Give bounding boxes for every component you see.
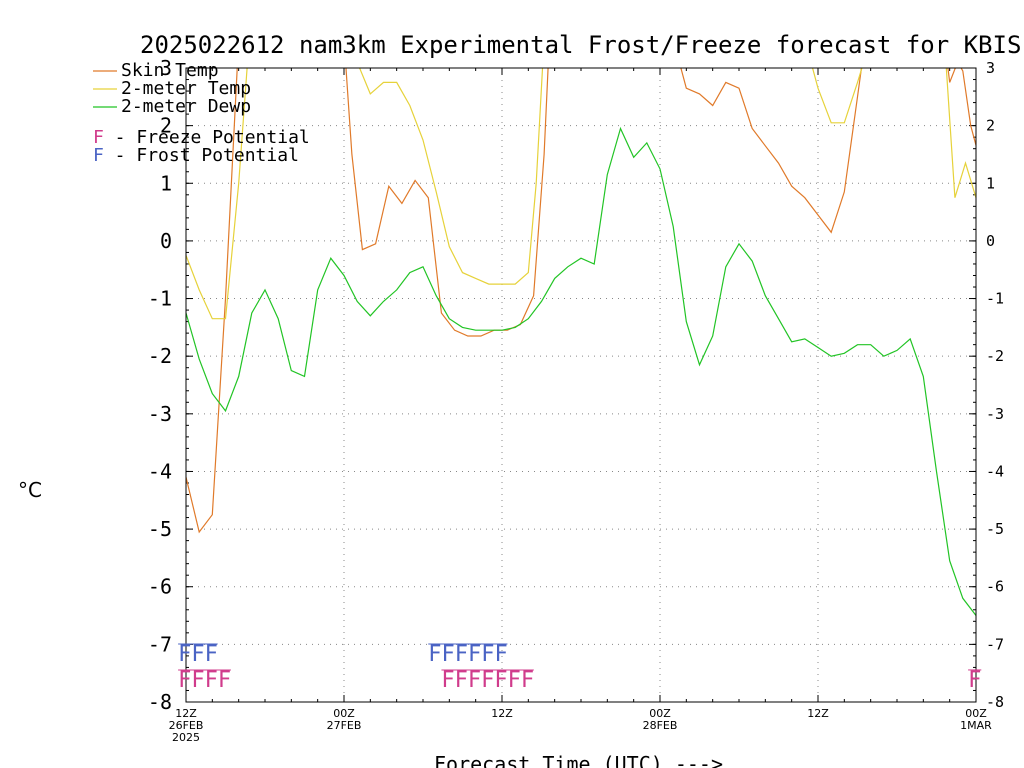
y-tick-label-right: 0	[986, 232, 995, 250]
legend-label-1: Skin Temp	[121, 60, 219, 81]
x-tick-label: 12Z	[491, 707, 513, 720]
series-lines	[186, 68, 976, 616]
series-line-1	[186, 68, 976, 534]
y-tick-label: -1	[148, 287, 172, 311]
y-tick-label-right: -4	[986, 462, 1004, 480]
y-tick-label: 1	[160, 171, 172, 195]
y-tick-label-right: -3	[986, 405, 1004, 423]
y-tick-label-right: -5	[986, 520, 1004, 538]
y-tick-label-right: 1	[986, 174, 995, 192]
freeze-flag: FFFFFFF	[441, 668, 534, 693]
x-tick-label: 12Z 26FEB 2025	[169, 707, 204, 744]
x-axis-label: Forecast Time (UTC) --->	[434, 752, 723, 768]
y-tick-label-right: -2	[986, 347, 1004, 365]
x-tick-label: 12Z	[807, 707, 829, 720]
frost-flag: FFFFFF	[428, 642, 507, 667]
potential-legend-1: F - Freeze Potential	[93, 127, 310, 148]
y-tick-label: -4	[148, 459, 172, 483]
y-tick-label: 0	[160, 229, 172, 253]
grid-lines	[186, 68, 976, 702]
y-axis-label: °C	[18, 478, 42, 502]
y-tick-label-right: 2	[986, 117, 995, 135]
y-tick-label: -5	[148, 517, 172, 541]
y-tick-label: -2	[148, 344, 172, 368]
y-tick-label-right: -7	[986, 635, 1004, 653]
series-line-3	[186, 126, 976, 616]
y-tick-label: -7	[148, 632, 172, 656]
freeze-flag: FFFF	[178, 668, 231, 693]
x-tick-label: 00Z 28FEB	[643, 707, 678, 732]
potential-legend-2: F - Frost Potential	[93, 145, 299, 166]
y-tick-label: 3	[160, 56, 172, 80]
freeze-flag: F	[968, 668, 981, 693]
y-tick-label-right: -6	[986, 578, 1004, 596]
y-tick-label: 2	[160, 114, 172, 138]
plot-frame	[185, 67, 977, 703]
chart-title: 2025022612 nam3km Experimental Frost/Fre…	[140, 31, 1021, 59]
x-axis-ticks: 12Z 26FEB 2025 00Z 27FEB 12Z 00Z 28FEB 12Z 00Z 1MA…	[169, 68, 992, 744]
frost-flag: FFF	[178, 642, 218, 667]
y-axis-ticks: -8 -8 -7 -7 -6 -6 -5 -5 -4 -4 -3 -3 -2 -2 -1 -1 0 0 1 1 2 2 3 3	[148, 56, 1004, 714]
x-tick-label: 00Z 27FEB	[327, 707, 362, 732]
y-tick-label-right: 3	[986, 59, 995, 77]
series-line-2	[186, 68, 976, 320]
legend-label-3: 2-meter Dewp	[121, 96, 251, 117]
y-tick-label-right: -8	[986, 693, 1004, 711]
y-tick-label: -8	[148, 690, 172, 714]
y-tick-label: -3	[148, 402, 172, 426]
y-tick-label: -6	[148, 575, 172, 599]
legend-label-2: 2-meter Temp	[121, 78, 251, 99]
x-tick-label: 00Z 1MAR	[960, 707, 992, 732]
y-tick-label-right: -1	[986, 290, 1004, 308]
